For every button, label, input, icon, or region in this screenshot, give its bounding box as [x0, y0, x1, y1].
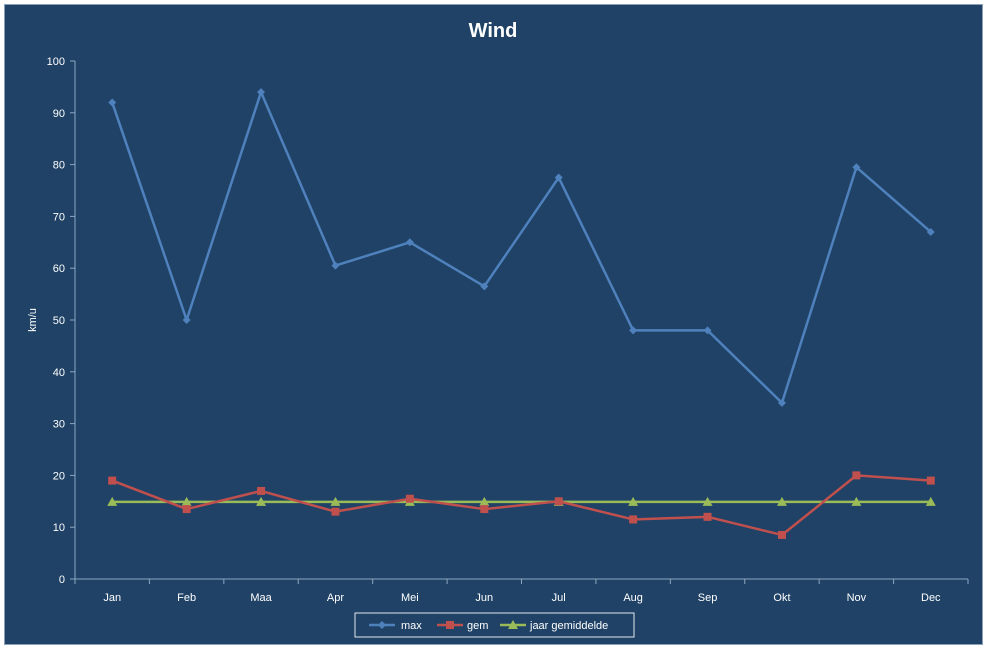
data-point-marker: [777, 398, 786, 407]
x-tick-label: Aug: [623, 592, 643, 604]
x-tick-label: Okt: [773, 592, 790, 604]
data-point-marker: [851, 496, 862, 506]
y-tick-label: 60: [53, 263, 65, 275]
data-point-marker: [479, 496, 490, 506]
series-layer: [107, 88, 936, 539]
y-tick-label: 80: [53, 160, 65, 172]
y-tick-label: 100: [47, 56, 65, 68]
data-point-marker: [108, 98, 117, 107]
series-line: [111, 474, 931, 537]
data-point-marker: [331, 261, 340, 270]
legend-label: jaar gemiddelde: [529, 620, 608, 632]
x-tick-label: Dec: [921, 592, 941, 604]
data-point-marker: [257, 88, 266, 97]
data-point-marker: [508, 620, 518, 629]
legend-box: [354, 612, 635, 638]
y-tick-label: 0: [59, 574, 65, 586]
y-tick-label: 30: [53, 419, 65, 431]
data-point-marker: [108, 476, 117, 485]
data-point-marker: [703, 512, 712, 521]
x-tick-label: Feb: [177, 592, 196, 604]
data-point-marker: [777, 530, 786, 539]
data-point-marker: [926, 227, 935, 236]
y-axis-title: km/u: [27, 308, 39, 332]
data-point-marker: [852, 163, 861, 172]
data-point-marker: [480, 282, 489, 291]
data-point-marker: [629, 515, 638, 524]
series-line: [111, 90, 932, 405]
x-tick-label: Jun: [475, 592, 493, 604]
data-point-marker: [703, 326, 712, 335]
y-tick-label: 40: [53, 367, 65, 379]
x-tick-label: Jul: [552, 592, 566, 604]
data-point-marker: [925, 496, 936, 506]
legend-label: max: [401, 620, 422, 632]
y-tick-label: 10: [53, 522, 65, 534]
data-point-marker: [446, 621, 454, 629]
legend: max gem jaar gemiddelde: [354, 612, 635, 638]
data-point-marker: [330, 496, 341, 506]
legend-item: gem: [437, 620, 488, 632]
data-point-marker: [378, 621, 386, 629]
data-point-marker: [554, 173, 563, 182]
series-gem: [108, 471, 935, 539]
data-point-marker: [181, 496, 192, 506]
chart-title: Wind: [469, 20, 518, 42]
x-tick-label: Mei: [401, 592, 419, 604]
data-point-marker: [554, 497, 563, 506]
y-tick-label: 70: [53, 211, 65, 223]
x-tick-label: Nov: [847, 592, 867, 604]
data-point-marker: [182, 316, 191, 324]
legend-item: max: [369, 620, 422, 632]
data-point-marker: [257, 486, 266, 495]
data-point-marker: [480, 505, 489, 514]
legend-label: gem: [467, 620, 488, 632]
data-point-marker: [852, 471, 861, 480]
data-point-marker: [776, 496, 787, 506]
data-point-marker: [926, 476, 935, 485]
chart-area: [4, 4, 983, 645]
data-point-marker: [107, 496, 118, 506]
data-point-marker: [405, 494, 414, 503]
y-tick-label: 50: [53, 315, 65, 327]
x-tick-label: Apr: [327, 592, 344, 604]
data-point-marker: [331, 507, 340, 516]
data-point-marker: [628, 496, 639, 506]
x-tick-label: Sep: [698, 592, 718, 604]
y-tick-label: 90: [53, 108, 65, 120]
data-point-marker: [629, 326, 638, 335]
data-point-marker: [405, 238, 414, 247]
data-point-marker: [182, 505, 191, 514]
data-point-marker: [702, 496, 713, 506]
legend-item: jaar gemiddelde: [500, 620, 608, 632]
axes: 0 10 20 30 40 50 60 70 80 90 100 Jan Feb Maa Apr Mei Jun…: [47, 56, 969, 604]
y-tick-label: 20: [53, 470, 65, 482]
x-tick-label: Jan: [103, 592, 121, 604]
series-max: [108, 88, 935, 407]
x-tick-label: Maa: [250, 592, 272, 604]
data-point-marker: [256, 496, 267, 506]
